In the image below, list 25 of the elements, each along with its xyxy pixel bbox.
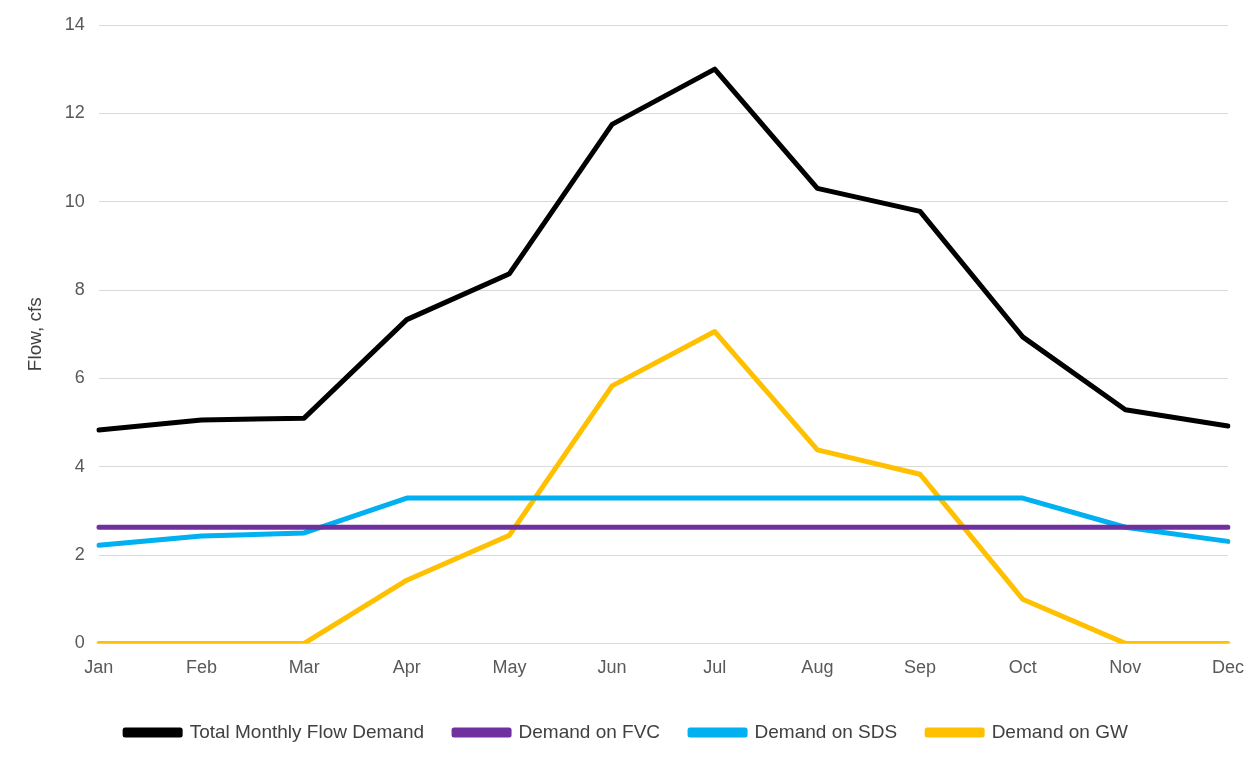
x-tick-label: May <box>492 657 527 678</box>
legend-label: Demand on SDS <box>754 720 898 742</box>
x-tick-label: Jan <box>84 657 114 678</box>
x-tick-label: Apr <box>392 657 421 678</box>
y-tick-label: 12 <box>64 102 85 123</box>
y-tick-label: 0 <box>74 632 85 653</box>
legend-label: Total Monthly Flow Demand <box>189 720 425 742</box>
y-tick-label: 10 <box>64 190 85 211</box>
x-tick-label: Aug <box>801 657 834 678</box>
x-tick-label: Feb <box>185 657 217 678</box>
legend-label: Demand on FVC <box>518 720 661 742</box>
legend-label: Demand on GW <box>991 720 1128 742</box>
y-axis-title: Flow, cfs <box>23 297 45 372</box>
x-tick-label: Mar <box>288 657 320 678</box>
y-tick-label: 4 <box>74 455 85 476</box>
y-tick-label: 2 <box>74 544 85 565</box>
x-tick-label: Jun <box>597 657 627 678</box>
x-tick-label: Dec <box>1211 657 1244 678</box>
x-tick-label: Oct <box>1008 657 1037 678</box>
x-tick-label: Jul <box>703 657 727 678</box>
y-tick-label: 6 <box>74 367 85 388</box>
y-tick-label: 8 <box>74 279 85 299</box>
x-tick-label: Nov <box>1109 657 1142 678</box>
y-tick-label: 14 <box>64 13 85 34</box>
x-tick-label: Sep <box>904 657 937 678</box>
